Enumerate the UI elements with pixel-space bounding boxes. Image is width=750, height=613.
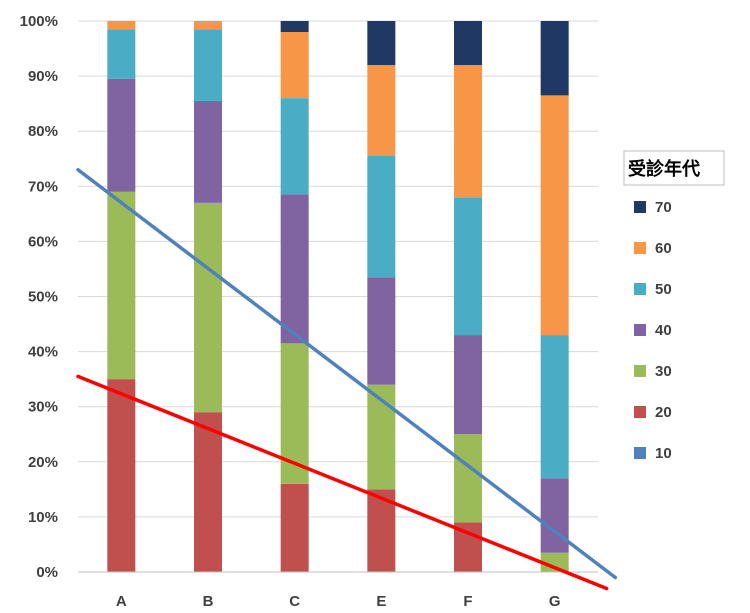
bar-segment-60 [454,65,482,198]
bar-segment-60 [540,95,569,336]
y-tick-label: 60% [28,233,58,250]
bar-segment-70 [454,21,482,66]
bar-segment-50 [540,335,569,479]
bar-segment-40 [107,78,136,192]
bar-segment-50 [454,197,482,336]
y-tick-label: 70% [28,178,58,195]
x-tick-label: F [463,593,472,610]
legend-title: 受診年代 [628,158,700,180]
bar-segment-40 [367,277,396,385]
legend-label: 20 [655,404,672,421]
gridlines [78,20,598,573]
trend-lines [76,168,618,591]
legend-swatch-50 [634,283,646,295]
bar-segment-60 [280,32,309,99]
legend-label: 70 [655,199,672,216]
bar-segment-70 [280,21,309,33]
bar-segment-30 [540,552,569,572]
trend-line [76,374,609,591]
y-tick-label: 20% [28,454,58,471]
x-tick-label: E [376,593,386,610]
bar-segment-50 [367,155,396,278]
y-tick-label: 80% [28,123,58,140]
bar-segment-40 [280,194,309,344]
y-tick-label: 90% [28,68,58,85]
x-tick-label: G [549,593,561,610]
legend-label: 30 [655,363,672,380]
y-axis: 0% 10% 20% 30% 40% 50% 60% 70% 80% 90% 100% [20,13,58,581]
bar-segment-30 [194,202,222,413]
legend: 受診年代 70 60 50 40 30 20 10 [623,150,725,462]
bars [107,21,569,572]
legend-label: 10 [655,445,672,462]
bar-segment-70 [540,21,569,96]
bar-segment-40 [454,335,482,435]
bar-segment-30 [107,191,136,380]
legend-swatch-10 [634,447,646,459]
bar-segment-50 [194,29,222,101]
trend-line [76,168,618,580]
bar-segment-20 [280,483,309,572]
bar-segment-60 [367,65,396,156]
legend-title-box [623,150,725,186]
bar-segment-60 [194,21,222,30]
bar-segment-60 [107,21,136,30]
bar-segment-20 [107,379,136,572]
legend-swatch-20 [634,406,646,418]
legend-swatch-70 [634,201,646,213]
y-tick-label: 10% [28,509,58,526]
legend-label: 50 [655,281,672,298]
bar-segment-50 [107,29,136,79]
legend-swatch-30 [634,365,646,377]
y-tick-label: 30% [28,399,58,416]
y-tick-label: 50% [28,289,58,306]
x-tick-label: B [203,593,214,610]
bar-segment-70 [367,21,396,66]
bar-segment-40 [194,100,222,203]
x-tick-label: C [289,593,300,610]
bar-segment-50 [280,98,309,195]
x-tick-label: A [116,593,127,610]
y-tick-label: 40% [28,344,58,361]
bar-segment-20 [194,412,222,572]
legend-swatch-60 [634,242,646,254]
y-tick-label: 0% [36,564,58,581]
legend-label: 40 [655,322,672,339]
bar-segment-30 [454,434,482,523]
legend-swatch-40 [634,324,646,336]
legend-label: 60 [655,240,672,257]
bar-segment-40 [540,478,569,553]
y-tick-label: 100% [20,13,58,30]
